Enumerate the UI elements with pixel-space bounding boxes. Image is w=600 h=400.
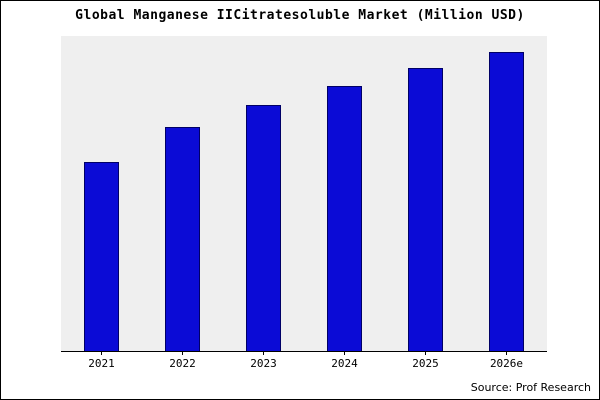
bars-container xyxy=(61,36,547,351)
chart-title: Global Manganese IICitratesoluble Market… xyxy=(75,8,525,23)
source-text: Source: Prof Research xyxy=(470,381,591,394)
x-axis-labels: 2021 2022 2023 2024 2025 2026e xyxy=(61,352,547,374)
axis-tick xyxy=(344,352,345,355)
x-label-slot: 2021 xyxy=(61,352,142,374)
axis-tick xyxy=(506,352,507,355)
bar-2023 xyxy=(246,105,281,351)
axis-tick xyxy=(101,352,102,355)
bar-2022 xyxy=(165,127,200,351)
bar-2025 xyxy=(408,67,443,351)
bar-slot xyxy=(385,36,466,351)
bar-2024 xyxy=(327,86,362,351)
x-label-slot: 2022 xyxy=(142,352,223,374)
bar-slot xyxy=(223,36,304,351)
axis-tick xyxy=(263,352,264,355)
axis-tick xyxy=(425,352,426,355)
x-tick-label-2021: 2021 xyxy=(88,357,115,370)
x-label-slot: 2024 xyxy=(304,352,385,374)
x-label-slot: 2023 xyxy=(223,352,304,374)
bar-slot xyxy=(61,36,142,351)
x-label-slot: 2025 xyxy=(385,352,466,374)
x-tick-label-2022: 2022 xyxy=(169,357,196,370)
axis-tick xyxy=(182,352,183,355)
x-tick-label-2026e: 2026e xyxy=(489,357,524,370)
x-tick-label-2023: 2023 xyxy=(250,357,277,370)
bar-2026e xyxy=(489,51,524,351)
x-label-slot: 2026e xyxy=(466,352,547,374)
x-tick-label-2025: 2025 xyxy=(412,357,439,370)
bar-slot xyxy=(466,36,547,351)
bar-slot xyxy=(304,36,385,351)
x-tick-label-2024: 2024 xyxy=(331,357,358,370)
bar-slot xyxy=(142,36,223,351)
plot-area xyxy=(61,36,547,352)
bar-2021 xyxy=(84,162,119,351)
